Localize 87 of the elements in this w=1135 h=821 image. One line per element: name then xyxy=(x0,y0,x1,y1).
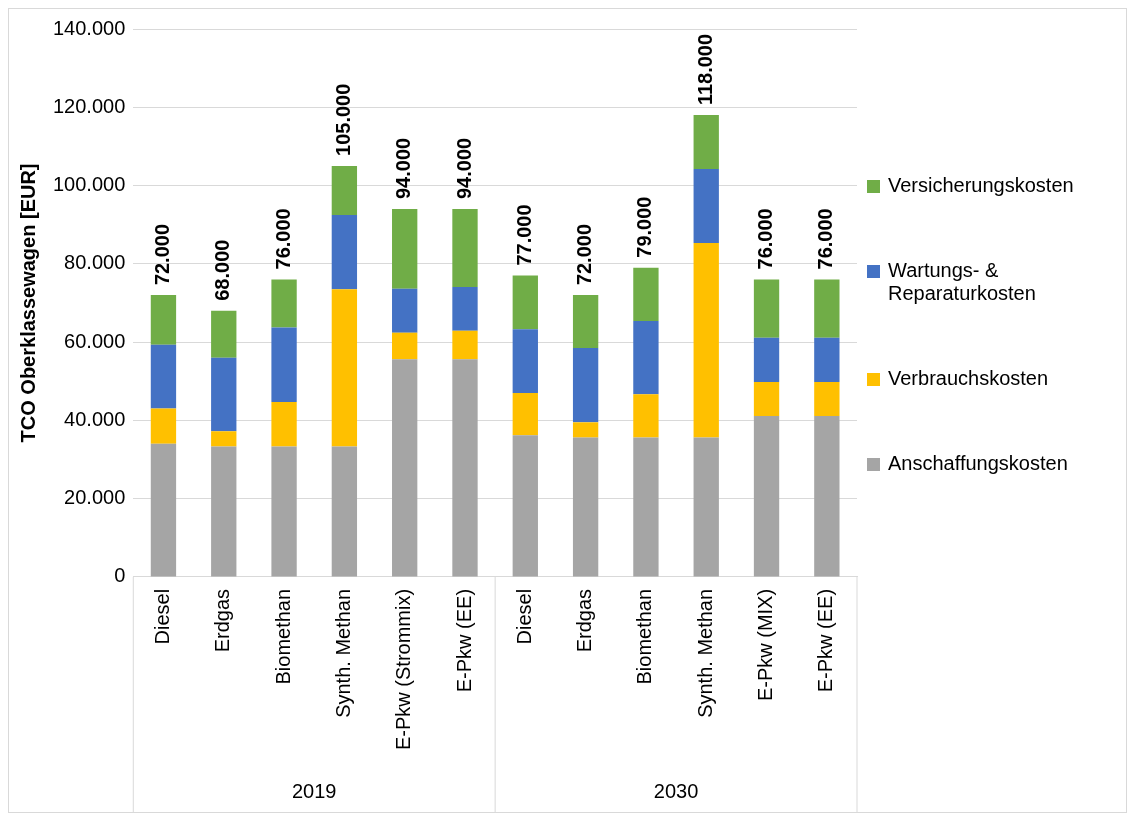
x-tick-label: Biomethan xyxy=(633,588,656,685)
y-tick-label: 140.000 xyxy=(53,16,126,39)
total-label: 105.000 xyxy=(331,83,354,156)
bar xyxy=(271,327,297,402)
bar xyxy=(693,243,719,438)
total-label: 68.000 xyxy=(211,239,234,301)
bar xyxy=(331,214,358,290)
total-label: 72.000 xyxy=(573,223,596,286)
bar xyxy=(392,332,418,360)
bar xyxy=(211,446,237,577)
y-tick-label: 40.000 xyxy=(64,407,126,430)
bar xyxy=(211,431,237,447)
y-tick-label: 120.000 xyxy=(53,94,126,117)
bar xyxy=(150,408,177,444)
bar xyxy=(693,169,719,244)
bar xyxy=(150,443,177,577)
y-tick-label: 60.000 xyxy=(64,329,126,352)
bar xyxy=(814,279,840,338)
bar xyxy=(814,382,840,417)
x-tick-label: E-Pkw (EE) xyxy=(814,588,837,693)
bar xyxy=(452,330,478,360)
bar xyxy=(814,416,840,577)
bar xyxy=(392,359,418,577)
legend-label: Wartungs- & Reparaturkosten xyxy=(888,259,1037,305)
y-tick-label: 100.000 xyxy=(53,173,126,196)
x-tick-label: Erdgas xyxy=(573,588,596,653)
bar xyxy=(452,286,478,331)
bar xyxy=(211,357,237,432)
total-label: 79.000 xyxy=(633,196,656,258)
bar xyxy=(331,446,358,577)
bar xyxy=(633,267,659,321)
x-tick-label: Diesel xyxy=(512,588,535,645)
bar xyxy=(693,437,719,577)
bar xyxy=(572,422,599,438)
bar xyxy=(753,382,780,417)
x-tick-label: Synth. Methan xyxy=(693,588,716,718)
text: 2019 xyxy=(291,779,337,802)
total-label: 77.000 xyxy=(512,204,535,266)
bar xyxy=(633,394,659,438)
total-label: 72.000 xyxy=(150,223,173,286)
bar xyxy=(331,289,358,447)
x-tick-label: E-Pkw (EE) xyxy=(452,588,475,693)
bar xyxy=(512,392,538,436)
bar xyxy=(572,347,599,423)
bar xyxy=(753,337,780,382)
legend-label: Verbrauchskosten xyxy=(888,367,1050,390)
x-tick-label: Biomethan xyxy=(271,588,294,685)
bar xyxy=(452,209,478,287)
bar xyxy=(331,165,358,215)
total-label: 76.000 xyxy=(271,208,294,270)
bar xyxy=(753,416,780,577)
bar xyxy=(392,209,418,289)
x-tick-label: E-Pkw (MIX) xyxy=(754,588,777,702)
bar xyxy=(572,437,599,577)
legend-label: Versicherungskosten xyxy=(888,174,1075,197)
x-tick-label: Synth. Methan xyxy=(331,588,354,718)
legend-label: Anschaffungskosten xyxy=(888,452,1069,475)
y-tick-label: 20.000 xyxy=(64,486,126,509)
bar xyxy=(512,275,538,330)
y-tick-label: 0 xyxy=(114,564,126,587)
bar xyxy=(271,401,297,447)
x-tick-label: Diesel xyxy=(150,588,173,645)
bar xyxy=(512,435,538,577)
bar xyxy=(693,115,719,170)
bar xyxy=(633,320,659,395)
bar xyxy=(271,446,297,577)
bar xyxy=(150,344,177,409)
bar xyxy=(633,437,659,577)
bar xyxy=(753,279,780,338)
x-tick-label: Erdgas xyxy=(211,588,234,653)
bar xyxy=(814,337,840,382)
x-tick-label: E-Pkw (Strommix) xyxy=(392,588,415,751)
bar xyxy=(392,288,418,333)
total-label: 94.000 xyxy=(392,137,415,200)
bar xyxy=(452,359,478,577)
bar xyxy=(150,295,177,345)
y-tick-label: 80.000 xyxy=(64,251,126,274)
y-axis-title: TCO Oberklassewagen [EUR] xyxy=(16,163,39,443)
bar xyxy=(572,295,599,348)
bar xyxy=(271,279,297,328)
bar xyxy=(211,310,237,358)
total-label: 118.000 xyxy=(693,33,716,106)
total-label: 94.000 xyxy=(452,137,475,200)
total-label: 76.000 xyxy=(814,208,837,270)
bar xyxy=(512,329,538,393)
text: 2030 xyxy=(653,779,699,802)
total-label: 76.000 xyxy=(754,208,777,270)
